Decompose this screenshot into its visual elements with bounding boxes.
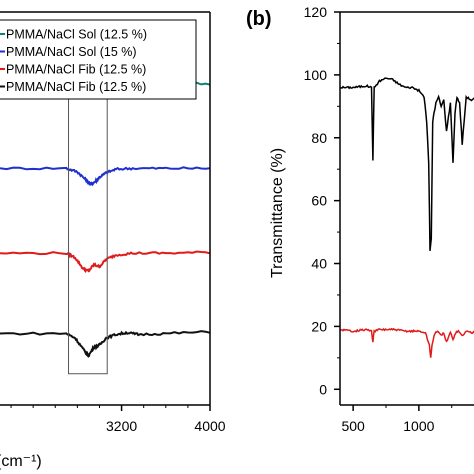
panel-a-chart: 3200 4000 (cm⁻¹) PMMA/NaCl Sol (12.5 %)PM…: [0, 11, 226, 470]
panel-b-y-tick-label: 0: [319, 381, 327, 397]
panel-a-series-line: [0, 250, 211, 274]
panel-a-x-tick-label: 4000: [194, 418, 225, 434]
panel-b-series-line: [339, 77, 474, 251]
panel-a-series-group: [0, 81, 211, 358]
panel-a-x-ticks: 3200 4000: [10, 405, 226, 434]
panel-b-label: (b): [246, 8, 272, 30]
legend-entry: PMMA/NaCl Fib (12.5 %): [6, 80, 146, 94]
legend-entry: PMMA/NaCl Sol (15 %): [6, 45, 137, 59]
panel-b-y-tick-label: 100: [304, 67, 328, 83]
panel-a-x-tick-label: 3200: [106, 418, 137, 434]
panel-b-x-ticks: 500 1000: [341, 405, 453, 434]
legend-frame: [0, 19, 197, 100]
panel-a-series-line: [0, 166, 211, 187]
panel-b-y-ticks: 0 20 40 60 80 100 120: [304, 4, 340, 397]
panel-b-y-tick-label: 80: [311, 130, 327, 146]
panel-b-series-line: [339, 327, 474, 358]
legend-items: PMMA/NaCl Sol (12.5 %) PMMA/NaCl Sol (15 …: [0, 28, 147, 94]
panel-b-series-group: [339, 77, 474, 358]
panel-b-y-tick-label: 120: [304, 4, 328, 20]
panel-b-axes: [339, 11, 474, 406]
panel-a-series-line: [0, 330, 211, 358]
panel-b-chart: (b) 500 1000 0 20 40 60 80 100 120 Transmittanc…: [246, 4, 474, 434]
panel-b-y-tick-label: 60: [311, 193, 327, 209]
panel-a-x-axis-label: (cm⁻¹): [0, 453, 42, 470]
panel-b-y-axis-label: Transmittance (%): [269, 148, 286, 278]
panel-b-x-tick-label: 500: [341, 418, 365, 434]
legend-entry: PMMA/NaCl Sol (12.5 %): [6, 28, 147, 42]
panel-b-y-tick-label: 20: [311, 318, 327, 334]
panel-b-y-tick-label: 40: [311, 256, 327, 272]
panel-b-x-tick-label: 1000: [403, 418, 434, 434]
legend-entry: PMMA/NaCl Fib (12.5 %): [6, 63, 146, 77]
panel-a-legend: PMMA/NaCl Sol (12.5 %) PMMA/NaCl Sol (15 …: [0, 19, 197, 100]
